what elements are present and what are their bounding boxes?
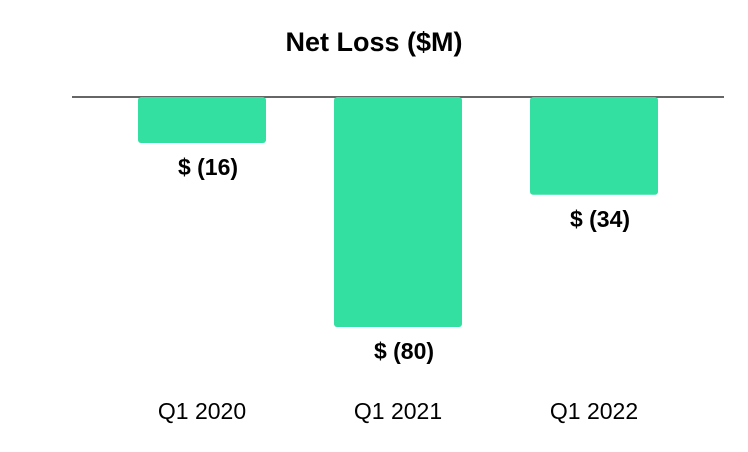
bar [138,97,266,143]
x-tick-label: Q1 2022 [550,398,638,424]
value-label: $ (34) [570,206,630,232]
chart-title: Net Loss ($M) [285,27,462,57]
value-label: $ (16) [178,154,238,180]
x-tick-label: Q1 2021 [354,398,442,424]
bar [530,97,658,195]
bar [334,97,462,327]
x-tick-label: Q1 2020 [158,398,246,424]
value-label: $ (80) [374,338,434,364]
